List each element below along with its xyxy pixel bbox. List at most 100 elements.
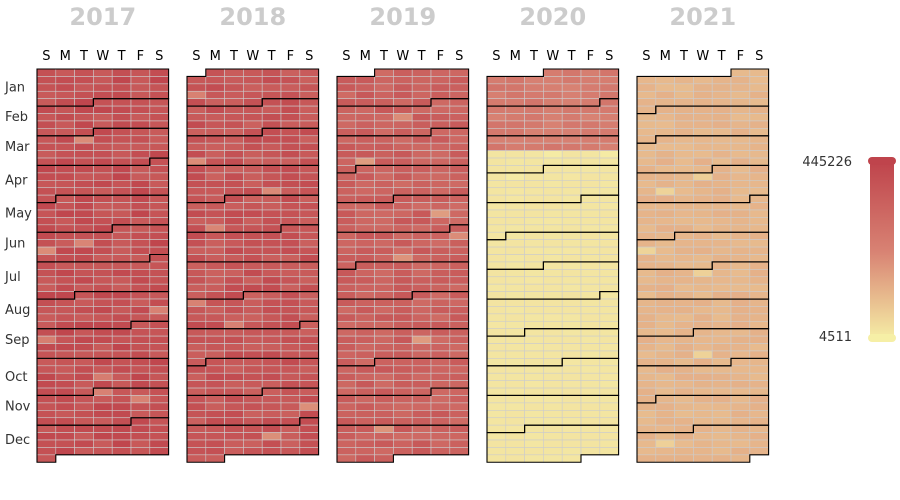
day-cell[interactable]: [130, 83, 151, 92]
day-cell[interactable]: [280, 128, 301, 137]
day-cell[interactable]: [355, 98, 375, 107]
day-cell[interactable]: [374, 150, 394, 159]
day-cell[interactable]: [149, 358, 169, 367]
day-cell[interactable]: [36, 194, 57, 203]
day-cell[interactable]: [636, 105, 657, 114]
day-cell[interactable]: [55, 217, 75, 226]
day-cell[interactable]: [505, 157, 525, 166]
day-cell[interactable]: [224, 68, 244, 77]
day-cell[interactable]: [430, 313, 451, 322]
day-cell[interactable]: [524, 320, 544, 329]
day-cell[interactable]: [636, 365, 657, 374]
day-cell[interactable]: [74, 320, 94, 329]
day-cell[interactable]: [261, 306, 282, 315]
day-cell[interactable]: [374, 283, 394, 292]
day-cell[interactable]: [505, 320, 525, 329]
day-cell[interactable]: [636, 217, 657, 226]
day-cell[interactable]: [130, 447, 151, 456]
day-cell[interactable]: [730, 98, 751, 107]
day-cell[interactable]: [636, 335, 657, 344]
day-cell[interactable]: [543, 343, 563, 352]
day-cell[interactable]: [261, 157, 282, 166]
day-cell[interactable]: [149, 291, 169, 300]
day-cell[interactable]: [655, 246, 675, 255]
day-cell[interactable]: [505, 187, 525, 196]
day-cell[interactable]: [749, 335, 769, 344]
day-cell[interactable]: [561, 194, 582, 203]
day-cell[interactable]: [130, 358, 151, 367]
day-cell[interactable]: [224, 150, 244, 159]
day-cell[interactable]: [149, 372, 169, 381]
day-cell[interactable]: [730, 410, 751, 419]
day-cell[interactable]: [430, 335, 451, 344]
day-cell[interactable]: [524, 165, 544, 174]
day-cell[interactable]: [393, 231, 413, 240]
day-cell[interactable]: [74, 150, 94, 159]
day-cell[interactable]: [355, 128, 375, 137]
day-cell[interactable]: [674, 98, 694, 107]
day-cell[interactable]: [693, 135, 713, 144]
day-cell[interactable]: [486, 454, 507, 463]
day-cell[interactable]: [261, 269, 282, 278]
day-cell[interactable]: [55, 83, 75, 92]
day-cell[interactable]: [299, 224, 319, 233]
day-cell[interactable]: [186, 291, 207, 300]
day-cell[interactable]: [505, 424, 525, 433]
day-cell[interactable]: [711, 194, 732, 203]
day-cell[interactable]: [636, 98, 657, 107]
day-cell[interactable]: [36, 380, 57, 389]
day-cell[interactable]: [580, 209, 601, 218]
day-cell[interactable]: [243, 298, 263, 307]
day-cell[interactable]: [749, 372, 769, 381]
day-cell[interactable]: [149, 343, 169, 352]
day-cell[interactable]: [711, 209, 732, 218]
day-cell[interactable]: [693, 209, 713, 218]
day-cell[interactable]: [430, 276, 451, 285]
day-cell[interactable]: [430, 387, 451, 396]
day-cell[interactable]: [355, 454, 375, 463]
day-cell[interactable]: [636, 439, 657, 448]
day-cell[interactable]: [186, 254, 207, 263]
day-cell[interactable]: [430, 439, 451, 448]
day-cell[interactable]: [636, 202, 657, 211]
day-cell[interactable]: [36, 358, 57, 367]
day-cell[interactable]: [336, 350, 357, 359]
day-cell[interactable]: [336, 447, 357, 456]
day-cell[interactable]: [449, 372, 469, 381]
day-cell[interactable]: [205, 365, 225, 374]
day-cell[interactable]: [711, 380, 732, 389]
day-cell[interactable]: [336, 165, 357, 174]
day-cell[interactable]: [580, 105, 601, 114]
day-cell[interactable]: [711, 239, 732, 248]
day-cell[interactable]: [393, 261, 413, 270]
day-cell[interactable]: [374, 269, 394, 278]
day-cell[interactable]: [393, 194, 413, 203]
day-cell[interactable]: [186, 194, 207, 203]
day-cell[interactable]: [449, 98, 469, 107]
day-cell[interactable]: [524, 135, 544, 144]
day-cell[interactable]: [711, 358, 732, 367]
day-cell[interactable]: [224, 439, 244, 448]
day-cell[interactable]: [411, 202, 432, 211]
day-cell[interactable]: [730, 180, 751, 189]
day-cell[interactable]: [505, 150, 525, 159]
day-cell[interactable]: [580, 291, 601, 300]
day-cell[interactable]: [74, 217, 94, 226]
day-cell[interactable]: [693, 350, 713, 359]
day-cell[interactable]: [636, 313, 657, 322]
day-cell[interactable]: [730, 395, 751, 404]
day-cell[interactable]: [55, 358, 75, 367]
day-cell[interactable]: [505, 380, 525, 389]
day-cell[interactable]: [730, 172, 751, 181]
day-cell[interactable]: [693, 239, 713, 248]
day-cell[interactable]: [93, 90, 113, 99]
day-cell[interactable]: [93, 98, 113, 107]
day-cell[interactable]: [111, 328, 132, 337]
day-cell[interactable]: [543, 90, 563, 99]
day-cell[interactable]: [580, 410, 601, 419]
day-cell[interactable]: [449, 83, 469, 92]
day-cell[interactable]: [599, 283, 619, 292]
day-cell[interactable]: [655, 454, 675, 463]
day-cell[interactable]: [149, 180, 169, 189]
day-cell[interactable]: [561, 328, 582, 337]
